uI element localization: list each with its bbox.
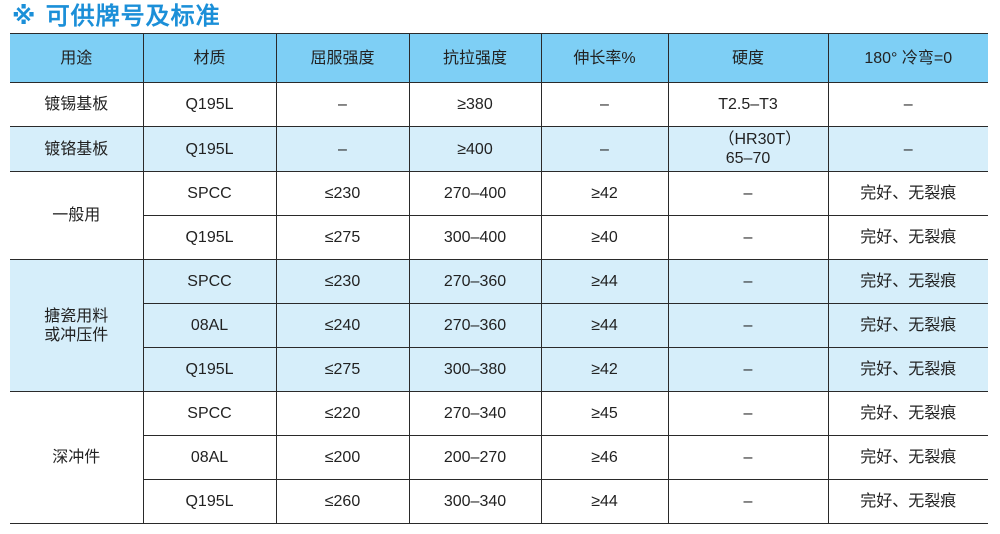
cold-bend-cell: 完好、无裂痕 (827, 259, 988, 304)
cold-bend-cell: 完好、无裂痕 (827, 303, 988, 348)
elongation-cell: ≥42 (540, 347, 669, 392)
material-cell: Q195L (143, 215, 277, 260)
table-row: 镀铬基板 Q195L – ≥400– （HR30T）65–70– (10, 126, 988, 172)
elongation-cell: – (540, 82, 669, 127)
hardness-cell: – (667, 391, 829, 436)
tensile-strength-cell: 270–340 (408, 391, 542, 436)
yield-strength-cell: ≤230 (275, 259, 410, 304)
elongation-cell: ≥44 (540, 259, 669, 304)
tensile-strength-cell: 270–360 (408, 303, 542, 348)
tensile-strength-cell: 300–340 (408, 479, 542, 524)
section-title: ※ 可供牌号及标准 (12, 2, 221, 30)
cold-bend-cell: 完好、无裂痕 (827, 347, 988, 392)
column-header: 用途 (10, 33, 144, 83)
yield-strength-cell: ≤275 (275, 215, 410, 260)
elongation-cell: ≥44 (540, 303, 669, 348)
tensile-strength-cell: 200–270 (408, 435, 542, 480)
column-header: 抗拉强度 (408, 33, 542, 83)
table-row: 深冲件 SPCC ≤220 270–340 ≥45– 完好、无裂痕 (10, 391, 988, 524)
cold-bend-cell: 完好、无裂痕 (827, 215, 988, 260)
hardness-cell: – (667, 435, 829, 480)
tensile-strength-cell: 300–380 (408, 347, 542, 392)
usage-cell: 镀锡基板 (10, 82, 144, 127)
table-row: 08AL ≤240 270–360 ≥44– 完好、无裂痕 (10, 303, 988, 348)
yield-strength-cell: ≤200 (275, 435, 410, 480)
material-cell: SPCC (142, 391, 277, 436)
elongation-cell: – (540, 126, 669, 172)
hardness-cell: – (667, 259, 829, 304)
yield-strength-cell: – (275, 126, 410, 172)
table-row: 08AL ≤200 200–270 ≥46– 完好、无裂痕 (10, 435, 988, 480)
column-header: 伸长率% (540, 33, 669, 83)
hardness-cell: （HR30T）65–70 (667, 126, 829, 172)
grades-standards-table: 用途 材质 屈服强度 抗拉强度 伸长率% 硬度 180° 冷弯=0 镀锡基板 Q195L – ≥3… (10, 33, 988, 524)
elongation-cell: ≥45 (540, 391, 669, 436)
material-cell: Q195L (143, 479, 277, 524)
material-cell: Q195L (142, 82, 277, 127)
table-row: Q195L ≤275 300–380 ≥42– 完好、无裂痕 (10, 347, 988, 392)
elongation-cell: ≥46 (540, 435, 669, 480)
yield-strength-cell: – (275, 82, 410, 127)
table-row: 一般用 SPCC ≤230 270–400 ≥42– 完好、无裂痕 (10, 171, 988, 260)
hardness-cell: – (667, 171, 829, 216)
cold-bend-cell: 完好、无裂痕 (827, 479, 988, 524)
tensile-strength-cell: 270–360 (408, 259, 542, 304)
material-cell: Q195L (142, 126, 277, 172)
yield-strength-cell: ≤260 (275, 479, 410, 524)
cold-bend-cell: – (827, 126, 988, 172)
usage-cell: 搪瓷用料或冲压件 (10, 259, 144, 392)
elongation-cell: ≥44 (540, 479, 669, 524)
usage-cell: 镀铬基板 (10, 126, 144, 172)
tensile-strength-cell: ≥400 (408, 126, 542, 172)
yield-strength-cell: ≤275 (275, 347, 410, 392)
tensile-strength-cell: 270–400 (408, 171, 542, 216)
material-cell: 08AL (143, 303, 277, 348)
yield-strength-cell: ≤240 (275, 303, 410, 348)
column-header: 硬度 (667, 33, 829, 83)
cold-bend-cell: 完好、无裂痕 (827, 171, 988, 216)
hardness-cell: T2.5–T3 (667, 82, 829, 127)
material-cell: SPCC (142, 171, 277, 216)
header-row: 用途 材质 屈服强度 抗拉强度 伸长率% 硬度 180° 冷弯=0 (10, 33, 988, 83)
yield-strength-cell: ≤230 (275, 171, 410, 216)
tensile-strength-cell: ≥380 (408, 82, 542, 127)
table-row: 镀锡基板 Q195L – ≥380– T2.5–T3– (10, 82, 988, 127)
usage-cell: 深冲件 (10, 391, 144, 524)
table-row: Q195L ≤260 300–340 ≥44– 完好、无裂痕 (10, 479, 988, 524)
table-row: 搪瓷用料或冲压件 SPCC ≤230 270–360 ≥44– 完好、无裂痕 (10, 259, 988, 392)
usage-cell: 一般用 (10, 171, 144, 260)
hardness-cell: – (667, 347, 829, 392)
cold-bend-cell: 完好、无裂痕 (827, 435, 988, 480)
elongation-cell: ≥42 (540, 171, 669, 216)
tensile-strength-cell: 300–400 (408, 215, 542, 260)
column-header: 材质 (142, 33, 277, 83)
material-cell: 08AL (143, 435, 277, 480)
material-cell: SPCC (142, 259, 277, 304)
table-row: Q195L ≤275 300–400 ≥40– 完好、无裂痕 (10, 215, 988, 260)
elongation-cell: ≥40 (540, 215, 669, 260)
yield-strength-cell: ≤220 (275, 391, 410, 436)
hardness-cell: – (667, 215, 829, 260)
hardness-cell: – (667, 479, 829, 524)
material-cell: Q195L (143, 347, 277, 392)
cold-bend-cell: – (827, 82, 988, 127)
hardness-cell: – (667, 303, 829, 348)
column-header: 180° 冷弯=0 (827, 33, 988, 83)
column-header: 屈服强度 (275, 33, 410, 83)
cold-bend-cell: 完好、无裂痕 (827, 391, 988, 436)
